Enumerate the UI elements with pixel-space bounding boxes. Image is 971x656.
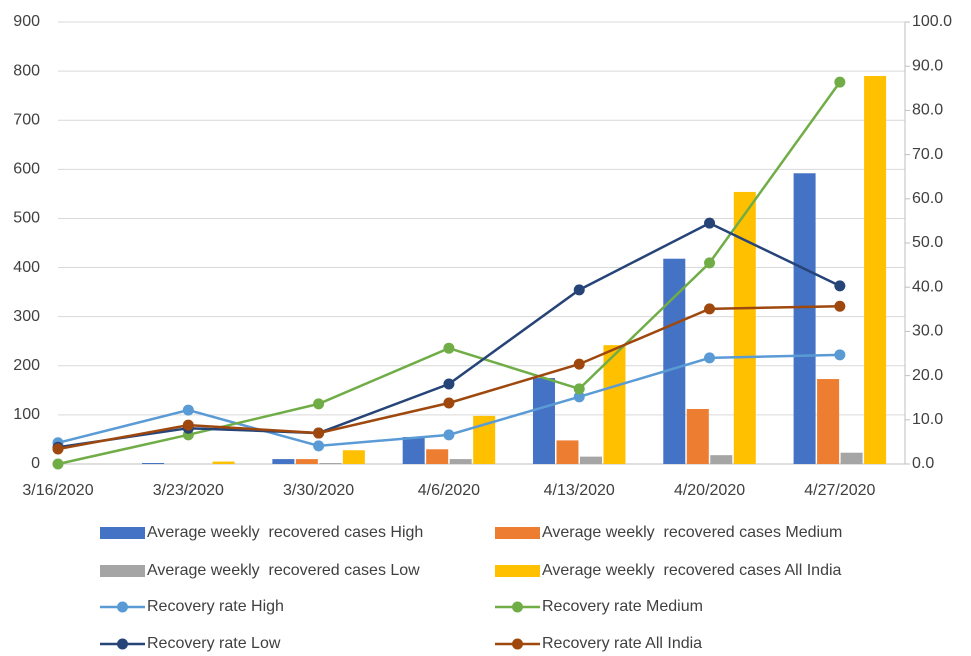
bar — [817, 379, 840, 464]
line-point — [573, 358, 585, 370]
x-tick-label: 3/23/2020 — [153, 482, 224, 499]
line-point — [704, 352, 716, 364]
y-tick-label: 700 — [13, 111, 40, 128]
legend-label: Recovery rate Medium — [542, 598, 703, 615]
y2-tick-label: 100.0 — [912, 13, 952, 30]
y2-tick-label: 50.0 — [912, 234, 943, 251]
bar — [426, 449, 449, 464]
y2-tick-label: 10.0 — [912, 411, 943, 428]
legend-swatch — [495, 527, 540, 539]
bar — [663, 258, 686, 464]
line-point — [704, 303, 716, 315]
line-point — [52, 458, 64, 470]
bar — [319, 463, 342, 464]
y-tick-label: 500 — [13, 210, 40, 227]
bar — [864, 76, 887, 465]
legend-label: Average weekly recovered cases High — [147, 524, 423, 541]
line-point — [704, 257, 716, 269]
bar — [295, 459, 318, 464]
y2-tick-label: 80.0 — [912, 102, 943, 119]
x-tick-label: 4/27/2020 — [804, 482, 875, 499]
y2-tick-label: 70.0 — [912, 146, 943, 163]
line-point — [443, 342, 455, 354]
y-tick-label: 300 — [13, 308, 40, 325]
legend-label: Average weekly recovered cases Low — [147, 562, 420, 579]
y-tick-label: 100 — [13, 406, 40, 423]
line-point — [573, 391, 585, 403]
line-point — [443, 378, 455, 390]
legend-swatch — [512, 601, 523, 613]
legend-swatch — [117, 601, 128, 613]
y2-tick-label: 60.0 — [912, 190, 943, 207]
y2-tick-label: 40.0 — [912, 278, 943, 295]
y-tick-label: 800 — [13, 62, 40, 79]
line-point — [182, 419, 194, 431]
y2-tick-label: 20.0 — [912, 367, 943, 384]
x-tick-label: 3/30/2020 — [283, 482, 354, 499]
legend-label: Average weekly recovered cases All India — [542, 562, 842, 579]
y-tick-label: 400 — [13, 259, 40, 276]
bar — [733, 191, 756, 464]
bar — [342, 450, 365, 464]
y2-tick-label: 0.0 — [912, 455, 934, 472]
bar — [686, 408, 709, 464]
line-point — [313, 398, 325, 410]
bar — [272, 459, 295, 464]
x-tick-label: 4/13/2020 — [544, 482, 615, 499]
line-point — [573, 383, 585, 395]
line-point — [834, 76, 846, 88]
legend-swatch — [512, 638, 523, 650]
line-point — [834, 280, 846, 292]
line-point — [834, 300, 846, 312]
y2-tick-label: 30.0 — [912, 323, 943, 340]
legend-swatch — [117, 638, 128, 650]
line-point — [443, 397, 455, 409]
line-point — [573, 284, 585, 296]
legend-label: Recovery rate Low — [147, 635, 281, 652]
line-point — [313, 427, 325, 439]
x-tick-label: 3/16/2020 — [22, 482, 93, 499]
line — [57, 304, 840, 451]
bar — [710, 455, 733, 464]
legend-label: Recovery rate High — [147, 598, 284, 615]
line-point — [313, 440, 325, 452]
line-point — [52, 443, 64, 455]
bar — [793, 173, 816, 465]
y-tick-label: 0 — [31, 455, 40, 472]
legend-label: Average weekly recovered cases Medium — [542, 524, 842, 541]
bar — [603, 345, 626, 464]
y-tick-label: 600 — [13, 161, 40, 178]
line-point — [704, 217, 716, 229]
bar — [556, 440, 579, 464]
y-tick-label: 900 — [13, 13, 40, 30]
bar — [579, 456, 602, 464]
legend-swatch — [100, 565, 145, 577]
legend-label: Recovery rate All India — [542, 635, 702, 652]
line-point — [443, 429, 455, 441]
bar — [402, 436, 425, 464]
bar — [212, 461, 235, 464]
line-point — [834, 349, 846, 361]
bar — [449, 459, 472, 464]
bar — [532, 378, 555, 464]
bar — [473, 415, 496, 464]
legend-swatch — [495, 565, 540, 577]
x-tick-label: 4/20/2020 — [674, 482, 745, 499]
y2-tick-label: 90.0 — [912, 57, 943, 74]
line-point — [182, 404, 194, 416]
bar — [142, 463, 165, 464]
y-tick-label: 200 — [13, 357, 40, 374]
bar — [840, 452, 863, 464]
legend-swatch — [100, 527, 145, 539]
x-tick-label: 4/6/2020 — [418, 482, 480, 499]
